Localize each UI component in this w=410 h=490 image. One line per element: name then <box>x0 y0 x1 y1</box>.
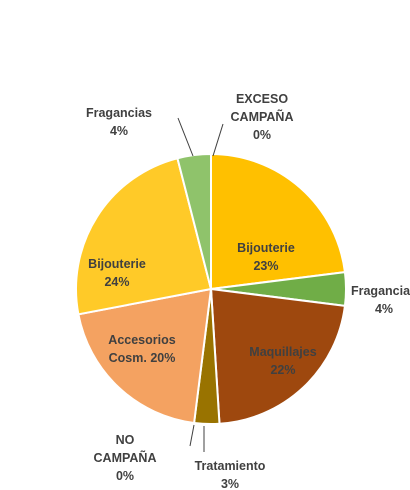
pie-slice-fragancias-8 <box>176 152 212 290</box>
data-label-bijouterie-1: Bijouterie 23% <box>237 241 295 273</box>
data-label-accesorios-cosm-6: Accesorios Cosm. 20% <box>108 333 175 365</box>
pie-slice-maquillajes-3 <box>209 287 347 425</box>
data-label-fragancias-8: Fragancias 4% <box>86 106 152 138</box>
leader-line-fragancias-8 <box>177 117 194 157</box>
leader-lines <box>177 117 224 452</box>
data-label-exceso-campana-0: EXCESO CAMPAÑA 0% <box>231 92 294 142</box>
data-label-maquillajes-3: Maquillajes 22% <box>249 345 316 377</box>
pie-slice-bijouterie-1 <box>210 152 347 291</box>
data-label-no-campana-5: NO CAMPAÑA 0% <box>94 433 157 483</box>
leader-line-no-campana-5 <box>189 424 195 447</box>
data-label-tratamiento-4: Tratamiento 3% <box>195 459 266 490</box>
pie-slice-bijouterie-7 <box>75 157 213 316</box>
pie-slice-accesorios-cosm-6 <box>77 287 213 425</box>
leader-line-exceso-campana-0 <box>212 123 224 157</box>
data-label-bijouterie-7: Bijouterie 24% <box>88 257 146 289</box>
pie-slices <box>75 152 348 425</box>
